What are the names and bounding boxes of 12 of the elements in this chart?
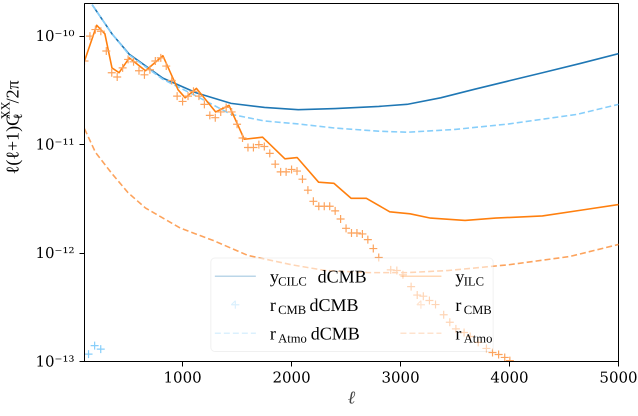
- x-tick-label: 2000: [272, 368, 311, 386]
- x-axis-title: ℓ: [348, 388, 356, 408]
- x-tick-label: 4000: [490, 368, 529, 386]
- x-tick-label: 5000: [599, 368, 638, 386]
- x-tick-label: 1000: [163, 368, 202, 386]
- y-tick-label: 10⁻¹³: [35, 352, 74, 370]
- y-tick-label: 10⁻¹¹: [35, 136, 74, 154]
- line-series: [84, 24, 618, 222]
- line-series: [91, 4, 618, 134]
- y-tick-label: 10⁻¹²: [35, 244, 74, 262]
- x-tick-label: 3000: [381, 368, 420, 386]
- y-tick-label: 10⁻¹⁰: [35, 27, 74, 46]
